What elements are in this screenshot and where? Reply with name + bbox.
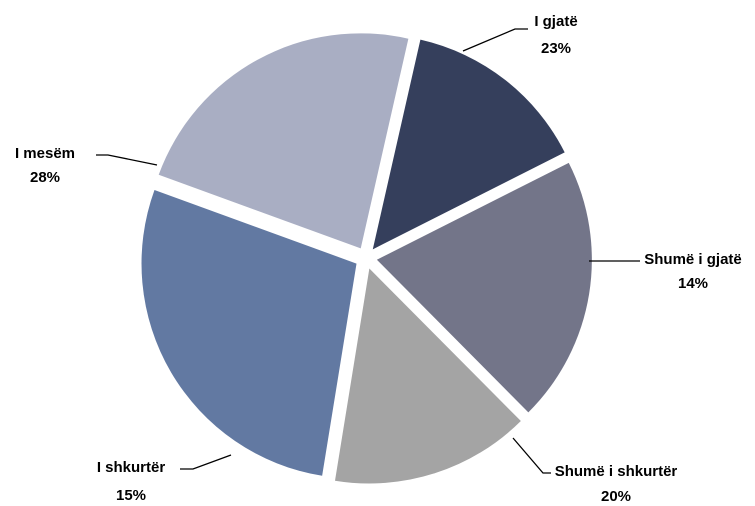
slice-label-i-gjate: I gjatë (534, 13, 577, 30)
slice-value-i-mesem: 28% (30, 169, 60, 186)
pie-slice-i-mesem (141, 190, 357, 476)
leader-line-i-shkurter (180, 454, 232, 470)
slice-value-shume-i-gjate: 14% (678, 275, 708, 292)
pie-slice-i-shkurter (334, 268, 521, 484)
slice-value-i-shkurter: 15% (116, 487, 146, 504)
slice-value-shume-i-shkurter: 20% (601, 488, 631, 505)
pie-slices (141, 33, 592, 484)
leader-line-i-gjate (462, 28, 528, 52)
slice-label-i-mesem: I mesëm (15, 145, 75, 162)
slice-label-shume-i-shkurter: Shumë i shkurtër (555, 463, 678, 480)
slice-value-i-gjate: 23% (541, 40, 571, 57)
pie-slice-shume-i-gjate (372, 39, 565, 250)
pie-labels: I gjatë 23% Shumë i gjatë 14% Shumë i shkurt… (15, 13, 742, 505)
pie-slice-i-gjate (158, 33, 409, 249)
leader-line-shume-i-shkurter (512, 437, 551, 474)
leader-line-i-mesem (96, 154, 158, 166)
slice-label-shume-i-gjate: Shumë i gjatë (644, 251, 742, 268)
slice-label-i-shkurter: I shkurtër (97, 459, 166, 476)
pie-slice-shume-i-shkurter (376, 162, 592, 413)
